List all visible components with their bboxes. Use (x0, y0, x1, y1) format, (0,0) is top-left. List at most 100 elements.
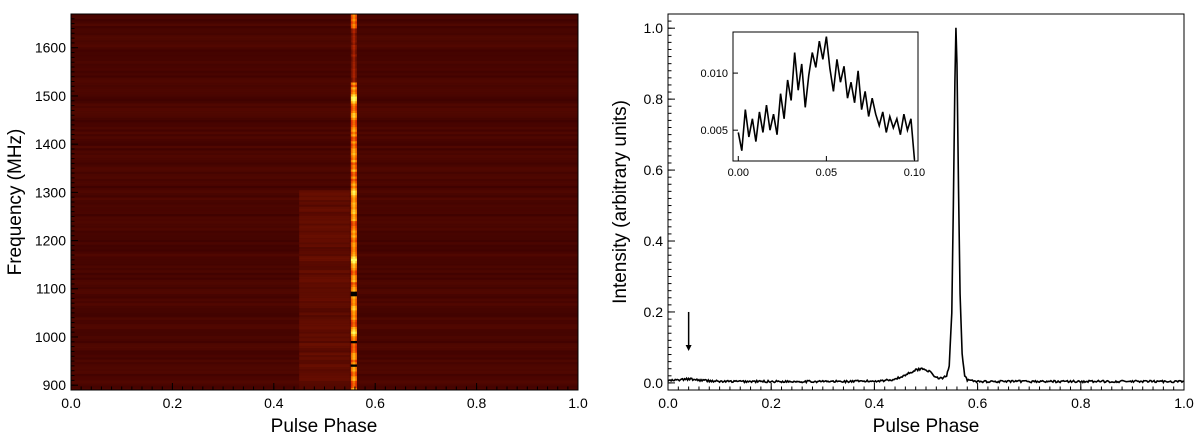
heatmap-channel (71, 23, 578, 27)
heatmap-pulse-core-cell (352, 213, 356, 217)
heatmap-pulse-core-cell (352, 265, 356, 269)
heatmap-pulse-core-cell (352, 72, 356, 76)
heatmap-interpulse-cell (299, 230, 350, 233)
heatmap-pulse-core-cell (352, 209, 356, 212)
heatmap-channel (71, 77, 578, 81)
heatmap-pulse-core-cell (352, 86, 356, 90)
y-tick-label: 1200 (35, 232, 66, 248)
heatmap-interpulse-cell (299, 328, 350, 332)
y-tick-label: 1400 (35, 136, 66, 152)
heatmap-interpulse-cell (299, 263, 350, 266)
heatmap-pulse-core-cell (352, 382, 356, 386)
heatmap-interpulse-cell (299, 340, 350, 344)
heatmap-pulse-core-cell (352, 343, 356, 346)
heatmap-pulse-core-cell (352, 166, 356, 170)
heatmap-channel (71, 176, 578, 179)
heatmap-channel (71, 53, 578, 57)
heatmap-channel (71, 150, 578, 153)
heatmap-pulse-core-cell (352, 150, 356, 153)
heatmap-pulse-core-cell (352, 288, 356, 292)
heatmap-pulse-core-cell (352, 220, 356, 224)
heatmap-pulse-core-cell (352, 98, 356, 102)
heatmap-channel (71, 37, 578, 41)
heatmap-pulse-core-cell (352, 75, 356, 78)
heatmap-pulse-core-cell (352, 298, 356, 301)
heatmap-interpulse-cell (299, 274, 350, 278)
heatmap-pulse-core-cell (352, 314, 356, 318)
heatmap-interpulse-cell (299, 237, 350, 240)
heatmap-pulse-core-cell (352, 385, 356, 388)
heatmap-interpulse-cell (299, 241, 350, 245)
heatmap-pulse-core-cell (352, 368, 356, 372)
heatmap-interpulse-cell (299, 380, 350, 384)
inset-line (737, 36, 916, 160)
heatmap-pulse-core-cell (352, 303, 356, 306)
heatmap-pulse-core-cell (352, 28, 356, 31)
heatmap-pulse-core-cell (352, 18, 356, 22)
heatmap-pulse-core-cell (352, 171, 356, 175)
heatmap-pulse-core-cell (352, 312, 356, 316)
heatmap-interpulse-cell (299, 333, 350, 337)
heatmap-pulse-core-cell (352, 82, 356, 85)
y-tick-label: 1.0 (644, 20, 664, 36)
heatmap-pulse-core-cell (352, 23, 356, 27)
heatmap-channel (71, 110, 578, 113)
heatmap-pulse-core-cell (352, 387, 356, 390)
y-tick-label: 1600 (35, 40, 66, 56)
heatmap-channel (71, 166, 578, 170)
heatmap-channel (71, 105, 578, 109)
heatmap-pulse-core-cell (352, 173, 356, 177)
heatmap-interpulse-cell (299, 326, 350, 330)
heatmap-pulse-core-cell (352, 230, 356, 233)
heatmap-channel (71, 79, 578, 83)
heatmap-channel (71, 133, 578, 137)
heatmap-pulse-core-cell (352, 30, 356, 34)
heatmap-channel (71, 145, 578, 149)
heatmap-pulse-core-cell (352, 350, 356, 353)
heatmap-interpulse-cell (299, 223, 350, 226)
inset-frame (732, 31, 919, 162)
x-tick-label: 1.0 (1174, 395, 1194, 411)
heatmap-interpulse-cell (299, 366, 350, 370)
heatmap-pulse-core-cell (352, 103, 356, 106)
heatmap-pulse-core-cell (352, 246, 356, 250)
heatmap-pulse-core-cell (352, 286, 356, 290)
heatmap-pulse-core-cell (352, 117, 356, 121)
heatmap-interpulse-cell (299, 277, 350, 280)
heatmap-pulse-core-cell (352, 277, 356, 280)
heatmap-pulse-core-cell (352, 93, 356, 97)
profile-y-ticks: 0.0 0.2 0.4 0.6 0.8 1.0 (644, 20, 675, 391)
heatmap-pulse-core-cell (352, 338, 356, 341)
heatmap-pulse-cell (350, 293, 357, 297)
heatmap-pulse-core-cell (352, 244, 356, 247)
heatmap-pulse-core-cell (352, 91, 356, 95)
heatmap-pulse-core-cell (352, 366, 356, 370)
profile-series (668, 27, 1184, 385)
heatmap-pulse-core-cell (352, 249, 356, 252)
heatmap-interpulse-cell (299, 357, 350, 360)
heatmap-interpulse-cell (299, 314, 350, 318)
heatmap-pulse-core-cell (352, 70, 356, 74)
heatmap-interpulse-cell (299, 347, 350, 351)
heatmap-channel (71, 25, 578, 29)
profile-panel: 0.0 0.2 0.4 0.6 0.8 1.0 0.0 0.2 0.4 0.6 0.8 1.0 Pu… (610, 13, 1194, 437)
heatmap-pulse-core-cell (352, 84, 356, 88)
heatmap-channel (71, 162, 578, 165)
heatmap-channel (71, 171, 578, 175)
heatmap-channel (71, 28, 578, 31)
heatmap-y-ticks: 900 1000 1100 1200 1300 1400 1500 1600 (35, 13, 78, 393)
heatmap-interpulse-cell (299, 204, 350, 207)
x-tick-label: 0.0 (61, 395, 81, 411)
heatmap-pulse-core-cell (352, 263, 356, 266)
heatmap-channel (71, 16, 578, 19)
heatmap-pulse-core-cell (352, 234, 356, 238)
heatmap-pulse-core-cell (352, 307, 356, 311)
heatmap-interpulse-cell (299, 310, 350, 313)
heatmap-pulse-core-cell (352, 157, 356, 160)
y-tick-label: 0.4 (644, 233, 664, 249)
heatmap-pulse-core-cell (352, 162, 356, 165)
heatmap-interpulse-cell (299, 331, 350, 334)
heatmap-interpulse-cell (299, 199, 350, 203)
heatmap-pulse-core-cell (352, 145, 356, 149)
x-tick-label: 0.6 (365, 395, 385, 411)
